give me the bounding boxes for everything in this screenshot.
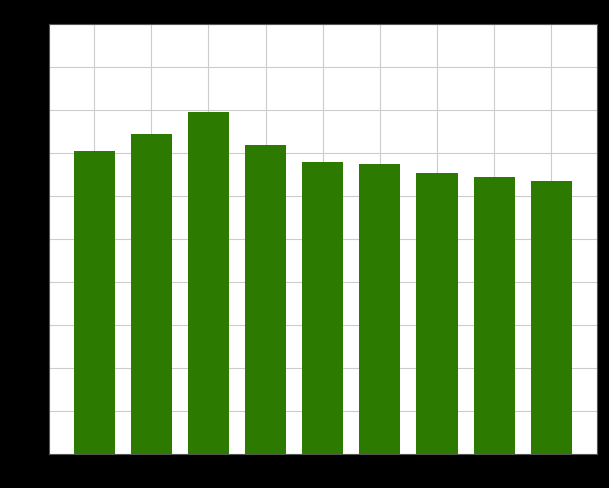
Bar bbox=[531, 181, 572, 454]
Bar bbox=[245, 144, 286, 454]
Bar bbox=[417, 173, 457, 454]
Bar bbox=[302, 162, 343, 454]
Bar bbox=[131, 134, 172, 454]
Bar bbox=[359, 164, 401, 454]
Bar bbox=[74, 151, 114, 454]
Bar bbox=[474, 177, 515, 454]
Bar bbox=[188, 112, 229, 454]
